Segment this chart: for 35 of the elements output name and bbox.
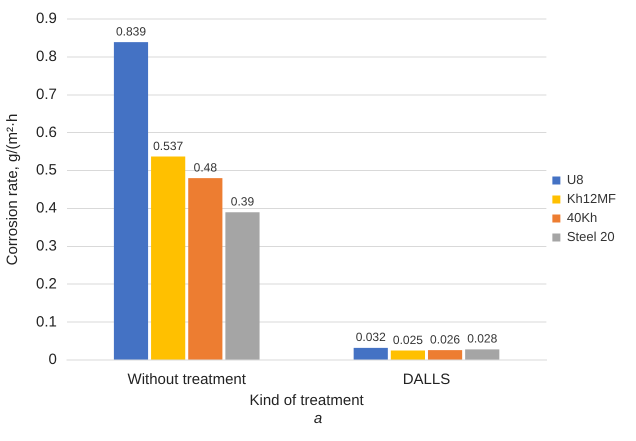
y-tick-label: 0.4 — [36, 200, 57, 217]
x-tick-label: DALLS — [402, 371, 450, 388]
legend-label: Steel 20 — [566, 229, 615, 244]
bar — [114, 42, 148, 360]
data-label: 0.839 — [116, 24, 146, 38]
data-label: 0.39 — [230, 194, 254, 209]
y-tick-label: 0.2 — [36, 275, 57, 292]
bar — [225, 212, 260, 360]
data-label: 0.032 — [356, 330, 386, 344]
y-tick-label: 0.7 — [36, 86, 57, 103]
legend-label: U8 — [566, 172, 584, 188]
bar — [151, 156, 186, 360]
y-axis-title: Corrosion rate, g/(m²·h — [4, 114, 22, 266]
data-label: 0.48 — [194, 160, 218, 174]
data-label: 0.025 — [392, 332, 424, 347]
y-tick-label: 0.3 — [36, 237, 57, 254]
bar — [354, 348, 388, 360]
data-label: 0.028 — [467, 332, 498, 346]
y-tick-label: 0.6 — [36, 124, 57, 141]
y-tick-label: 0.5 — [36, 162, 57, 179]
y-tick-label: 0.1 — [36, 313, 57, 330]
y-tick-label: 0 — [48, 351, 57, 368]
bar — [188, 178, 222, 360]
bar — [465, 349, 500, 360]
text: a — [312, 410, 324, 427]
x-axis-title: Kind of treatment — [249, 392, 365, 410]
y-tick-label: 0.9 — [36, 10, 57, 28]
legend-label: Kh12MF — [566, 191, 616, 206]
x-tick-label: Without treatment — [128, 371, 247, 388]
data-label: 0.537 — [153, 138, 184, 153]
bar — [390, 350, 426, 360]
y-tick-label: 0.8 — [36, 48, 57, 66]
bar — [428, 350, 462, 360]
data-label: 0.026 — [430, 332, 460, 346]
legend-label: 40Kh — [566, 210, 598, 226]
